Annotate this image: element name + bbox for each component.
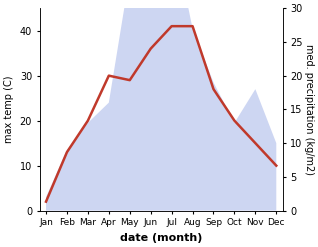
X-axis label: date (month): date (month) bbox=[120, 233, 202, 243]
Y-axis label: med. precipitation (kg/m2): med. precipitation (kg/m2) bbox=[304, 44, 314, 175]
Y-axis label: max temp (C): max temp (C) bbox=[4, 76, 14, 143]
